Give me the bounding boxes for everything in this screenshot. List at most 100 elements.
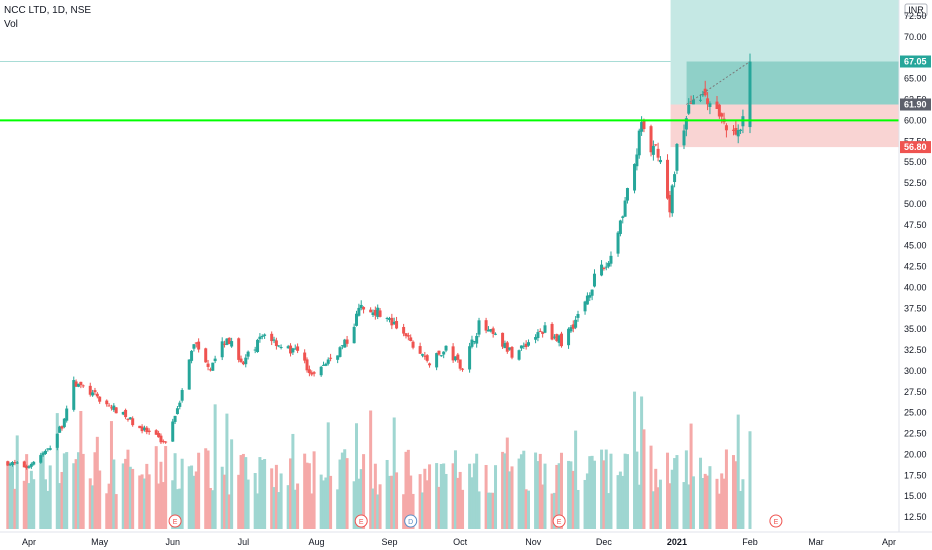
candle <box>88 382 92 397</box>
y-tick-label: 32.50 <box>904 345 927 355</box>
volume-indicator-label[interactable]: Vol <box>4 19 18 30</box>
volume-bar <box>65 452 69 529</box>
volume-bar <box>666 452 670 529</box>
candle <box>456 352 460 363</box>
volume-bar <box>274 464 278 529</box>
symbol-title[interactable]: NCC LTD, 1D, NSE <box>4 5 92 16</box>
candle <box>187 359 191 390</box>
candle <box>272 336 276 344</box>
volume-bar <box>550 493 554 529</box>
candle <box>244 354 248 368</box>
candle <box>293 344 297 350</box>
volume-bar <box>13 488 17 529</box>
volume-bar <box>312 451 316 529</box>
candle <box>43 449 47 455</box>
volume-bar <box>58 483 62 529</box>
candle <box>343 338 347 348</box>
volume-bar <box>691 476 695 529</box>
volume-bar <box>48 465 52 529</box>
volume-bar <box>724 449 728 529</box>
candle <box>739 128 743 135</box>
volume-bar <box>107 483 111 529</box>
candle <box>48 445 52 451</box>
volume-bar <box>420 492 424 529</box>
candle <box>140 424 144 434</box>
candle <box>387 316 391 323</box>
candle <box>552 334 556 340</box>
volume-bar <box>423 468 427 529</box>
volume-bar <box>741 479 745 529</box>
volume-bar <box>204 448 208 529</box>
volume-bar <box>227 494 231 529</box>
candle <box>625 187 629 204</box>
volume-bar <box>715 478 719 529</box>
volume-bar <box>524 489 528 529</box>
candle <box>682 124 686 150</box>
volume-bar <box>194 471 198 529</box>
candle <box>227 337 231 345</box>
y-tick-label: 20.00 <box>904 449 927 459</box>
candle <box>373 306 377 320</box>
profit-zone <box>686 61 899 105</box>
currency-label: INR <box>908 5 924 15</box>
volume-bar <box>164 446 168 529</box>
candle <box>260 334 264 340</box>
volume-bar <box>574 430 578 529</box>
volume-bar <box>555 464 559 529</box>
candle <box>112 403 116 412</box>
volume-bar <box>668 483 672 529</box>
volume-bar <box>592 460 596 529</box>
candle <box>357 303 361 317</box>
candle <box>395 316 399 330</box>
volume-bar <box>326 422 330 529</box>
volume-bar <box>128 466 132 529</box>
volume-bar <box>41 451 45 529</box>
candle <box>246 350 250 360</box>
candle <box>359 300 363 311</box>
volume-bar <box>576 489 580 529</box>
volume-bar <box>675 455 679 529</box>
candle <box>621 215 625 224</box>
candlesticks <box>6 53 752 470</box>
volume-bar <box>142 478 146 529</box>
time-axis[interactable]: Apr May Jun Jul Aug Sep Oct Nov Dec 2021 Feb Mar Apr <box>0 531 932 547</box>
volume-bar <box>522 450 526 529</box>
candle <box>559 331 563 348</box>
candle <box>717 103 721 119</box>
candle <box>340 345 344 350</box>
candle <box>703 80 707 97</box>
candle <box>126 418 130 422</box>
y-tick-label: 27.50 <box>904 387 927 397</box>
volume-bar <box>703 473 707 529</box>
volume-bar <box>470 477 474 529</box>
volume-bar <box>32 479 36 529</box>
volume-bar <box>472 463 476 529</box>
candle <box>489 329 493 333</box>
candle <box>458 359 462 371</box>
volume-bar <box>39 454 43 529</box>
volume-bar <box>720 473 724 529</box>
volume-bar <box>536 461 540 529</box>
candle <box>435 352 439 371</box>
volume-bar <box>29 470 33 529</box>
candle <box>154 429 158 435</box>
y-tick-label: 35.00 <box>904 324 927 334</box>
candle <box>131 416 135 427</box>
y-tick-label: 70.00 <box>904 32 927 42</box>
y-tick-label: 42.50 <box>904 262 927 272</box>
volume-bar <box>616 475 620 529</box>
volume-bar <box>258 457 262 529</box>
volume-bar <box>263 459 267 529</box>
volume-bar <box>484 464 488 529</box>
price-axis[interactable]: INR 12.50 15.00 17.50 20.00 22.50 25.00 27.50 30… <box>898 0 931 532</box>
candle <box>303 349 307 364</box>
volume-bar <box>501 451 505 529</box>
candle <box>171 418 175 442</box>
candle <box>442 351 446 359</box>
volume-bar <box>319 474 323 529</box>
candle <box>585 292 589 305</box>
y-tick-label: 12.50 <box>904 512 927 522</box>
candle <box>277 344 281 348</box>
